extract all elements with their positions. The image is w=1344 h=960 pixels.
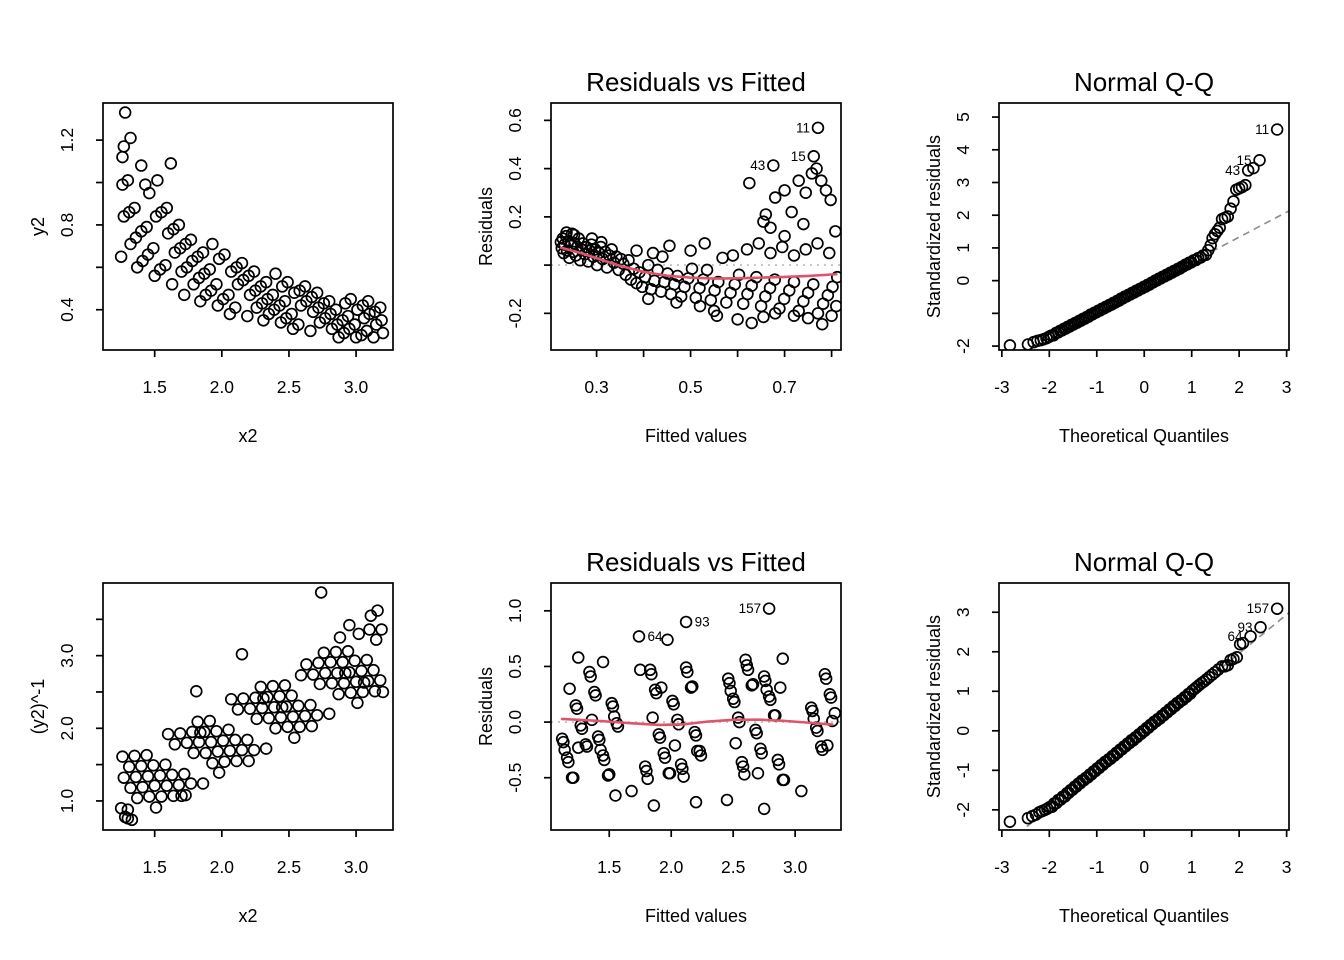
- svg-text:y2: y2: [28, 217, 48, 236]
- svg-text:1.0: 1.0: [505, 598, 525, 623]
- svg-text:11: 11: [796, 120, 810, 135]
- svg-text:-2: -2: [1042, 377, 1058, 397]
- svg-text:Normal Q-Q: Normal Q-Q: [1074, 547, 1214, 577]
- svg-text:x2: x2: [238, 906, 257, 926]
- svg-text:Residuals vs Fitted: Residuals vs Fitted: [586, 547, 806, 577]
- svg-text:1: 1: [1187, 377, 1197, 397]
- svg-text:1.5: 1.5: [143, 377, 167, 397]
- svg-text:0.6: 0.6: [505, 108, 525, 132]
- svg-text:Standardized residuals: Standardized residuals: [924, 615, 944, 798]
- scatter-y2-vs-x2: 1.5 2.0 2.5 3.0 0.4 0.8 1.2 x2 y2: [28, 102, 394, 446]
- svg-text:Standardized residuals: Standardized residuals: [924, 135, 944, 318]
- svg-text:2.5: 2.5: [277, 857, 301, 877]
- svg-text:0.5: 0.5: [505, 654, 525, 678]
- svg-text:2.0: 2.0: [210, 377, 235, 397]
- panel-y2-vs-x2: 1.5 2.0 2.5 3.0 0.4 0.8 1.2 x2 y2: [0, 0, 448, 480]
- svg-text:15: 15: [1237, 153, 1252, 168]
- scatter-inv-y2-vs-x2: 1.5 2.0 2.5 3.0 1.0 2.0 3.0 x2 (y2)^-1: [28, 582, 394, 926]
- svg-text:64: 64: [1228, 629, 1244, 644]
- svg-text:3: 3: [1282, 857, 1292, 877]
- svg-text:2.0: 2.0: [659, 857, 684, 877]
- svg-text:-3: -3: [994, 857, 1010, 877]
- svg-text:1: 1: [1187, 857, 1197, 877]
- svg-text:2.5: 2.5: [721, 857, 745, 877]
- svg-text:3.0: 3.0: [344, 377, 369, 397]
- svg-text:-0.2: -0.2: [505, 298, 525, 328]
- svg-text:0.4: 0.4: [505, 156, 525, 181]
- svg-text:3: 3: [953, 607, 973, 617]
- svg-text:-2: -2: [953, 338, 973, 354]
- svg-text:2: 2: [953, 647, 973, 657]
- panel-inv-y2-vs-x2: 1.5 2.0 2.5 3.0 1.0 2.0 3.0 x2 (y2)^-1: [0, 480, 448, 960]
- svg-text:2: 2: [953, 210, 973, 220]
- svg-text:(y2)^-1: (y2)^-1: [28, 679, 48, 734]
- residuals-vs-fitted-plot-model2: 1.5 2.0 2.5 3.0 -0.5 0.0 0.5 1.0 Residuals vs Fi…: [476, 547, 842, 926]
- svg-text:3.0: 3.0: [344, 857, 369, 877]
- normal-qq-plot-model2: -3 -2 -1 0 1 2 3 -2 -1 0 1 2 3 Normal Q-Q Theoretical …: [924, 547, 1292, 926]
- svg-text:157: 157: [739, 601, 762, 616]
- svg-text:-3: -3: [994, 377, 1010, 397]
- svg-text:0.4: 0.4: [57, 297, 77, 322]
- svg-text:43: 43: [750, 158, 765, 173]
- svg-text:3.0: 3.0: [57, 643, 77, 668]
- svg-text:2.5: 2.5: [277, 377, 301, 397]
- svg-text:11: 11: [1255, 122, 1269, 137]
- svg-text:0: 0: [1139, 857, 1149, 877]
- svg-text:-1: -1: [1089, 857, 1105, 877]
- svg-text:Residuals: Residuals: [476, 187, 496, 266]
- svg-text:93: 93: [1237, 620, 1252, 635]
- svg-text:Normal Q-Q: Normal Q-Q: [1074, 67, 1214, 97]
- svg-text:Residuals: Residuals: [476, 667, 496, 746]
- svg-text:4: 4: [953, 145, 973, 155]
- svg-text:1.0: 1.0: [57, 789, 77, 814]
- panel-normal-qq-model1: -3 -2 -1 0 1 2 3 -2 0 1 2 3 4 5 Normal Q-Q Theoretical …: [896, 0, 1344, 480]
- normal-qq-plot-model1: -3 -2 -1 0 1 2 3 -2 0 1 2 3 4 5 Normal Q-Q Theoretical …: [924, 67, 1292, 446]
- svg-text:0.7: 0.7: [772, 377, 796, 397]
- svg-text:3: 3: [953, 178, 973, 188]
- svg-text:-2: -2: [1042, 857, 1058, 877]
- svg-text:0.5: 0.5: [678, 377, 702, 397]
- svg-text:0: 0: [1139, 377, 1149, 397]
- svg-text:5: 5: [953, 112, 973, 122]
- svg-text:0.8: 0.8: [57, 213, 77, 237]
- svg-text:0: 0: [953, 726, 973, 736]
- svg-text:2.0: 2.0: [57, 716, 77, 741]
- svg-text:1: 1: [953, 243, 973, 253]
- svg-text:-0.5: -0.5: [505, 763, 525, 793]
- svg-text:0: 0: [953, 276, 973, 286]
- svg-text:15: 15: [791, 149, 806, 164]
- svg-text:157: 157: [1247, 601, 1270, 616]
- svg-text:x2: x2: [238, 426, 257, 446]
- svg-text:-2: -2: [953, 802, 973, 818]
- residuals-vs-fitted-plot-model1: 0.3 0.5 0.7 -0.2 0.2 0.4 0.6 Residuals vs Fitte…: [476, 67, 842, 446]
- svg-text:1.5: 1.5: [597, 857, 621, 877]
- svg-text:1.2: 1.2: [57, 128, 77, 152]
- svg-text:1: 1: [953, 686, 973, 696]
- svg-text:0.2: 0.2: [505, 205, 525, 229]
- svg-text:93: 93: [695, 614, 710, 629]
- svg-text:Theoretical Quantiles: Theoretical Quantiles: [1059, 426, 1229, 446]
- svg-text:1.5: 1.5: [143, 857, 167, 877]
- svg-text:-1: -1: [953, 763, 973, 779]
- svg-text:Residuals vs Fitted: Residuals vs Fitted: [586, 67, 806, 97]
- svg-text:0.0: 0.0: [505, 710, 525, 735]
- panel-residuals-vs-fitted-model1: 0.3 0.5 0.7 -0.2 0.2 0.4 0.6 Residuals vs Fitte…: [448, 0, 896, 480]
- svg-text:Fitted values: Fitted values: [645, 906, 747, 926]
- svg-text:2: 2: [1234, 857, 1244, 877]
- svg-text:3.0: 3.0: [783, 857, 808, 877]
- svg-text:Fitted values: Fitted values: [645, 426, 747, 446]
- svg-text:43: 43: [1225, 163, 1240, 178]
- svg-text:-1: -1: [1089, 377, 1105, 397]
- panel-normal-qq-model2: -3 -2 -1 0 1 2 3 -2 -1 0 1 2 3 Normal Q-Q Theoretical …: [896, 480, 1344, 960]
- svg-text:2.0: 2.0: [210, 857, 235, 877]
- panel-residuals-vs-fitted-model2: 1.5 2.0 2.5 3.0 -0.5 0.0 0.5 1.0 Residuals vs Fi…: [448, 480, 896, 960]
- svg-text:2: 2: [1234, 377, 1244, 397]
- svg-text:Theoretical Quantiles: Theoretical Quantiles: [1059, 906, 1229, 926]
- svg-text:3: 3: [1282, 377, 1292, 397]
- svg-text:64: 64: [647, 629, 663, 644]
- svg-text:0.3: 0.3: [584, 377, 608, 397]
